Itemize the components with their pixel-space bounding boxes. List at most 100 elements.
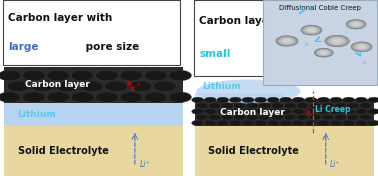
Circle shape (242, 109, 254, 114)
Circle shape (217, 97, 229, 103)
Circle shape (296, 103, 308, 109)
Circle shape (196, 114, 208, 120)
Circle shape (347, 20, 365, 28)
Circle shape (305, 27, 317, 33)
Circle shape (96, 70, 118, 81)
Circle shape (277, 36, 297, 46)
Circle shape (254, 109, 266, 114)
Circle shape (169, 92, 192, 102)
Circle shape (284, 114, 296, 120)
Text: Li Creep: Li Creep (315, 105, 350, 115)
Circle shape (254, 120, 266, 126)
Circle shape (204, 97, 216, 103)
Text: e⁻: e⁻ (310, 112, 316, 117)
Circle shape (271, 114, 284, 120)
Text: Li: Li (363, 60, 367, 65)
Circle shape (334, 114, 346, 120)
Circle shape (333, 39, 341, 43)
Circle shape (96, 92, 118, 102)
Circle shape (234, 103, 246, 109)
Circle shape (259, 114, 271, 120)
Circle shape (319, 50, 329, 55)
Circle shape (7, 81, 30, 92)
Circle shape (196, 103, 208, 109)
Circle shape (328, 37, 346, 45)
Circle shape (318, 97, 330, 103)
Circle shape (305, 120, 317, 126)
Circle shape (347, 103, 359, 109)
Circle shape (144, 92, 167, 102)
Circle shape (315, 49, 333, 57)
Circle shape (129, 81, 152, 92)
Text: Li⁺: Li⁺ (139, 161, 150, 169)
Circle shape (368, 109, 378, 114)
Circle shape (221, 103, 233, 109)
Circle shape (47, 70, 70, 81)
Circle shape (71, 92, 94, 102)
Text: Li⁺: Li⁺ (330, 161, 341, 169)
Circle shape (204, 120, 216, 126)
Circle shape (280, 120, 292, 126)
Text: Diffusional Coble Creep: Diffusional Coble Creep (279, 5, 361, 11)
Text: Carbon layer with: Carbon layer with (8, 13, 113, 23)
Bar (4, 103, 183, 126)
Circle shape (322, 114, 334, 120)
Circle shape (267, 120, 279, 126)
Circle shape (192, 120, 204, 126)
Circle shape (22, 92, 45, 102)
FancyBboxPatch shape (194, 0, 308, 76)
Circle shape (353, 23, 359, 26)
Circle shape (309, 103, 321, 109)
Circle shape (296, 114, 308, 120)
Circle shape (280, 109, 292, 114)
Circle shape (318, 109, 330, 114)
Circle shape (144, 70, 167, 81)
Circle shape (355, 109, 367, 114)
Circle shape (326, 36, 348, 46)
Circle shape (301, 26, 322, 35)
Circle shape (246, 114, 258, 120)
Circle shape (120, 70, 143, 81)
Bar (195, 93, 284, 99)
Circle shape (330, 38, 344, 44)
Circle shape (292, 97, 304, 103)
Ellipse shape (197, 79, 301, 103)
Circle shape (22, 70, 45, 81)
Circle shape (342, 97, 355, 103)
Circle shape (153, 81, 176, 92)
Circle shape (349, 21, 364, 28)
Circle shape (71, 70, 94, 81)
Circle shape (321, 51, 327, 54)
Circle shape (309, 114, 321, 120)
Circle shape (359, 103, 372, 109)
Circle shape (325, 36, 349, 46)
Circle shape (347, 20, 366, 29)
Circle shape (246, 103, 258, 109)
Circle shape (284, 103, 296, 109)
Circle shape (56, 81, 79, 92)
Circle shape (276, 36, 297, 46)
Circle shape (47, 92, 70, 102)
Circle shape (305, 97, 317, 103)
Circle shape (302, 26, 321, 34)
Circle shape (368, 120, 378, 126)
Circle shape (229, 120, 242, 126)
Text: Solid Electrolyte: Solid Electrolyte (18, 146, 108, 156)
Circle shape (368, 97, 378, 103)
Text: pore size: pore size (82, 42, 139, 52)
Circle shape (80, 81, 103, 92)
Text: Lithium: Lithium (17, 110, 56, 119)
Circle shape (355, 120, 367, 126)
Circle shape (347, 114, 359, 120)
Text: e⁻: e⁻ (136, 81, 143, 87)
Text: Lithium: Lithium (202, 82, 241, 91)
Circle shape (105, 81, 127, 92)
Circle shape (330, 120, 342, 126)
Text: Solid Electrolyte: Solid Electrolyte (209, 146, 299, 156)
Circle shape (192, 109, 204, 114)
Circle shape (229, 109, 242, 114)
Circle shape (234, 114, 246, 120)
Circle shape (217, 120, 229, 126)
Text: Carbon layer: Carbon layer (220, 108, 285, 117)
Circle shape (0, 70, 21, 81)
